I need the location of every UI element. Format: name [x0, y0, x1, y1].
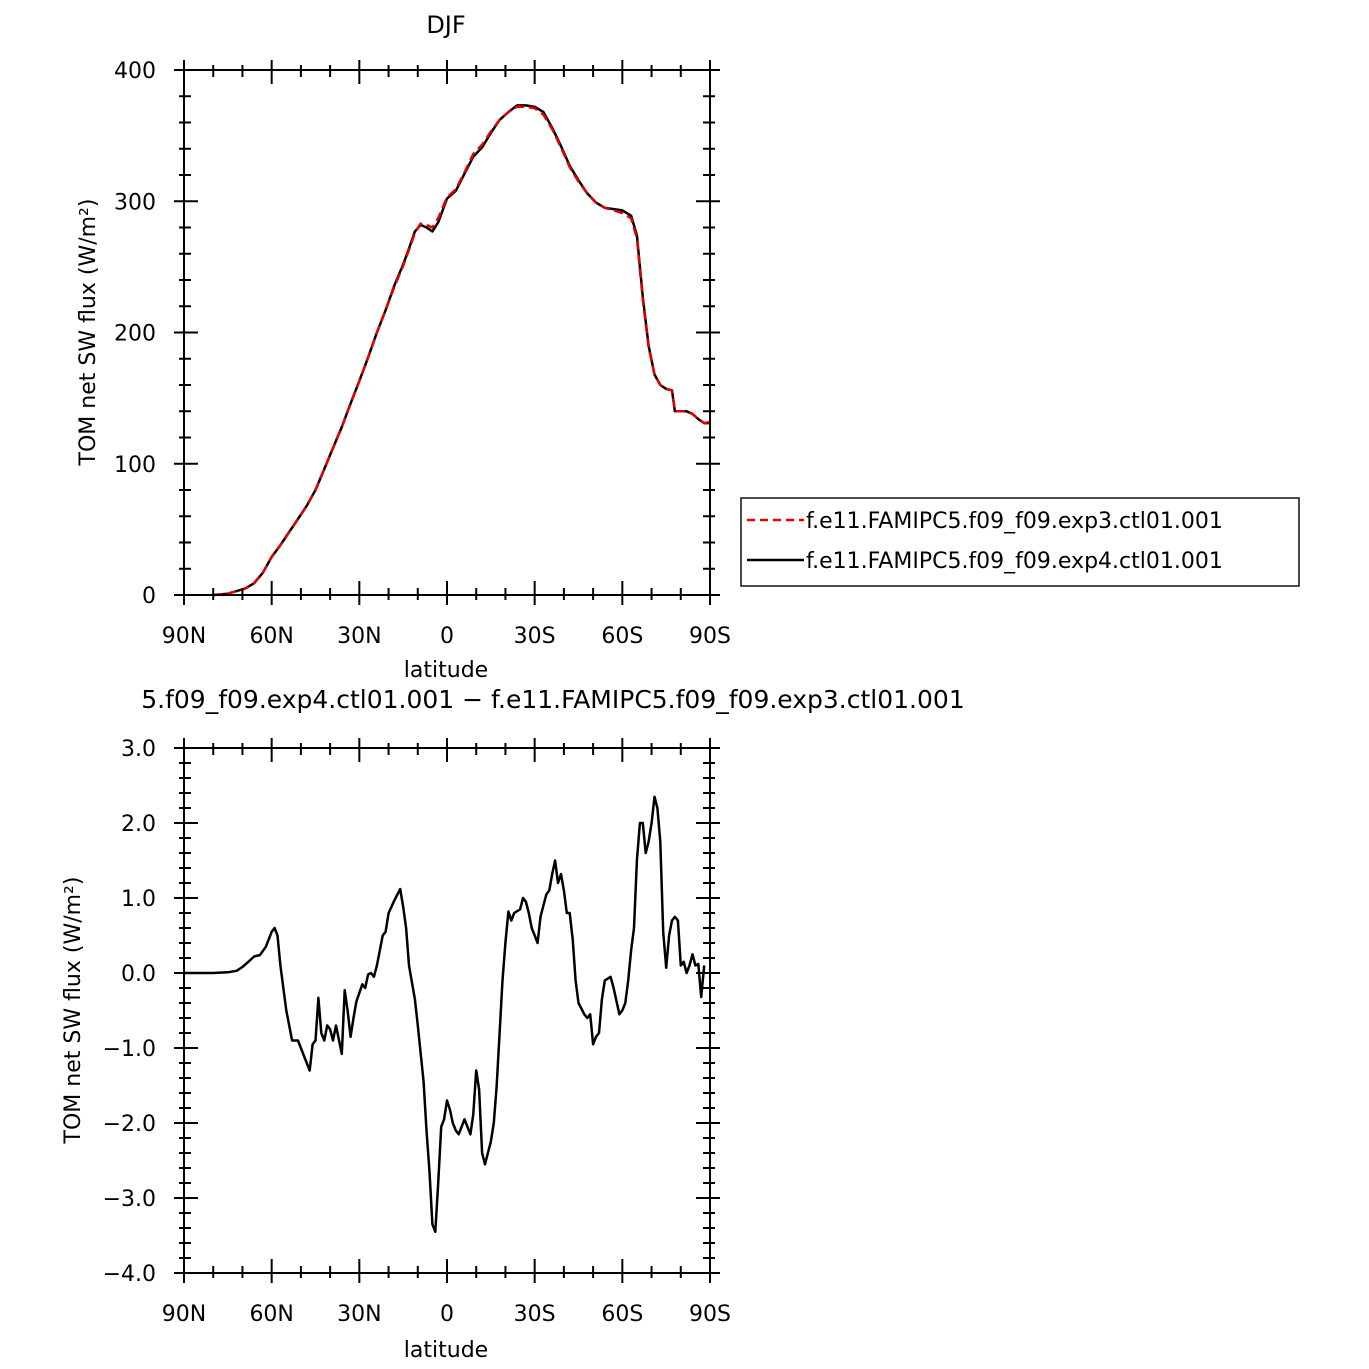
bottom-y-tick-label: 2.0: [121, 812, 156, 837]
top-axes: 90N 60N 30N 0 30S 60S 90S 0 100 200 300 400: [114, 59, 731, 649]
bottom-x-tick-label: 30S: [514, 1302, 556, 1327]
bottom-series-group: [184, 795, 706, 1234]
bottom-y-tick-label: −4.0: [103, 1262, 156, 1287]
top-y-tick-label: 100: [114, 453, 156, 478]
bottom-y-tick-label: 1.0: [121, 887, 156, 912]
bottom-plot-frame: [183, 747, 711, 1274]
top-x-tick-label: 60S: [601, 624, 643, 649]
bottom-x-tick-label: 90N: [162, 1302, 206, 1327]
top-series-line-0: [213, 105, 711, 597]
bottom-x-tick-label: 30N: [337, 1302, 381, 1327]
top-x-tick-label: 60N: [249, 624, 293, 649]
bottom-y-tick-label: −3.0: [103, 1187, 156, 1212]
top-x-tick-label: 30S: [514, 624, 556, 649]
top-plot-frame: [183, 69, 711, 596]
legend-label-exp3: f.e11.FAMIPC5.f09_f09.exp3.ctl01.001: [806, 509, 1223, 534]
top-series-group: [213, 104, 711, 597]
bottom-plot: 5.f09_f09.exp4.ctl01.001 − f.e11.FAMIPC5…: [61, 685, 965, 1363]
bottom-y-axis-label: TOM net SW flux (W/m²): [61, 877, 86, 1145]
bottom-x-tick-label: 90S: [689, 1302, 731, 1327]
bottom-title: 5.f09_f09.exp4.ctl01.001 − f.e11.FAMIPC5…: [141, 685, 964, 714]
top-x-tick-label: 90N: [162, 624, 206, 649]
top-y-tick-label: 0: [142, 584, 156, 609]
bottom-y-tick-label: −1.0: [103, 1037, 156, 1062]
bottom-x-tick-label: 0: [440, 1302, 454, 1327]
top-plot: DJF 90N 60N 30N 0 30S 60S 90S 0 100 200 300 400 lat…: [76, 11, 1300, 683]
top-x-tick-label: 30N: [337, 624, 381, 649]
top-y-axis-label: TOM net SW flux (W/m²): [76, 199, 101, 467]
top-x-tick-label: 90S: [689, 624, 731, 649]
top-y-tick-label: 300: [114, 190, 156, 215]
bottom-x-tick-label: 60S: [601, 1302, 643, 1327]
top-x-tick-label: 0: [440, 624, 454, 649]
bottom-axes: 90N 60N 30N 0 30S 60S 90S −4.0 −3.0 −2.0 −1.0 0.0 1.…: [103, 737, 731, 1327]
bottom-x-tick-label: 60N: [249, 1302, 293, 1327]
bottom-x-axis-label: latitude: [404, 1338, 488, 1363]
top-y-tick-label: 400: [114, 59, 156, 84]
top-y-tick-label: 200: [114, 322, 156, 347]
top-title: DJF: [426, 11, 465, 39]
bottom-y-tick-label: 3.0: [121, 737, 156, 762]
top-x-axis-label: latitude: [404, 658, 488, 683]
bottom-y-tick-label: −2.0: [103, 1112, 156, 1137]
bottom-series-line-0: [184, 795, 706, 1234]
legend-box: [740, 497, 1300, 587]
bottom-y-tick-label: 0.0: [121, 962, 156, 987]
legend-label-exp4: f.e11.FAMIPC5.f09_f09.exp4.ctl01.001: [806, 549, 1223, 574]
legend: f.e11.FAMIPC5.f09_f09.exp3.ctl01.001 f.e…: [740, 497, 1300, 587]
